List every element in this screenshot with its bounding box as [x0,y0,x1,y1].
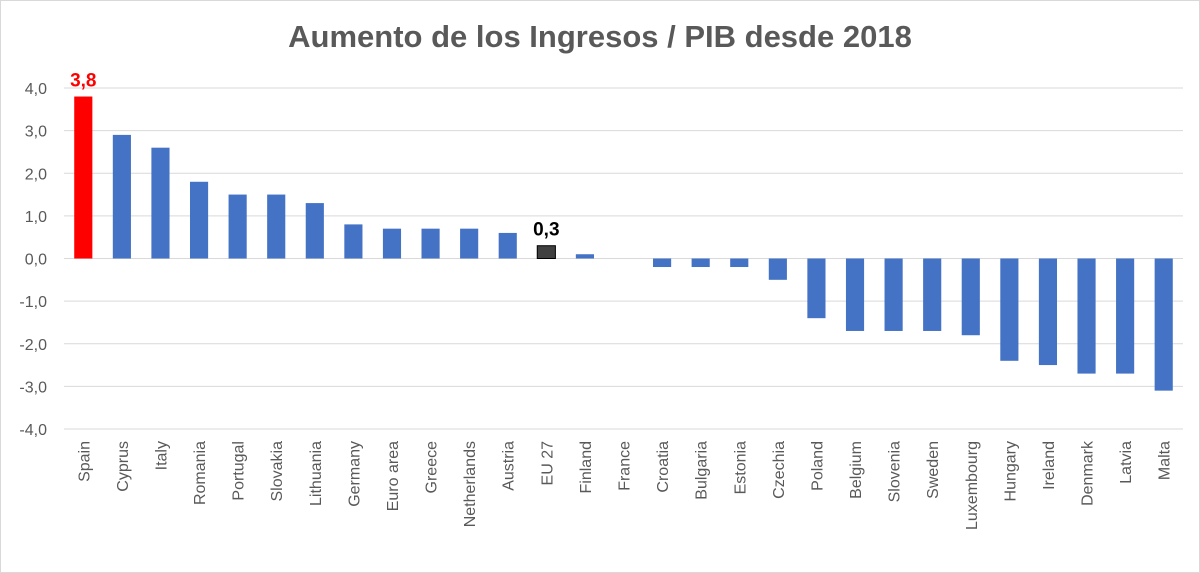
bar-ireland [1038,258,1058,366]
bar-latvia [1116,258,1135,374]
bar-netherlands [460,228,479,259]
bar-estonia [730,258,749,268]
x-category-label: Greece [424,441,441,494]
bar-austria [498,232,517,259]
chart-title: Aumento de los Ingresos / PIB desde 2018 [288,19,912,54]
y-tick-label: 2,0 [25,166,47,183]
bar-slovenia [884,258,903,331]
y-tick-label: -4,0 [19,422,47,439]
bar-cyprus [112,134,131,259]
bar-czechia [768,258,787,280]
bar-greece [421,228,440,259]
bar-germany [344,224,363,259]
x-category-label: Belgium [848,441,865,499]
x-category-label: Cyprus [115,441,132,492]
y-tick-label: 4,0 [25,81,47,98]
bar-malta [1154,258,1173,391]
x-category-label: Portugal [231,441,248,501]
bar-belgium [845,258,865,331]
bar-sweden [923,258,942,331]
y-tick-label: 3,0 [25,124,47,141]
x-category-label: Denmark [1080,440,1097,506]
x-category-label: Germany [346,441,363,507]
x-category-label: Ireland [1041,441,1058,490]
y-tick-label: -1,0 [19,294,47,311]
data-label: 0,3 [533,220,559,241]
x-category-label: Latvia [1118,441,1135,484]
x-category-label: Slovenia [887,441,904,502]
x-category-label: Estonia [732,441,749,494]
x-category-label: Malta [1157,441,1174,480]
x-category-label: Bulgaria [694,441,711,500]
x-category-label: Italy [153,441,170,470]
bar-euro-area [382,228,402,259]
y-axis-ticks: 4,0 3,0 2,0 1,0 0,0 -1,0 -2,0 -3,0 -4,0 [19,81,47,439]
bar-italy [151,147,170,259]
bar-spain [74,96,93,259]
x-category-label: Austria [501,441,518,491]
bar-bulgaria [691,258,710,268]
x-category-label: EU 27 [539,441,556,486]
bar-croatia [653,258,672,268]
x-category-label: Netherlands [462,441,479,527]
x-category-label: Croatia [655,441,672,493]
y-tick-label: 1,0 [25,209,47,226]
bar-romania [189,181,209,259]
x-category-label: Romania [192,441,209,505]
bar-poland [807,258,826,319]
x-axis-categories: Spain Cyprus Italy Romania Portugal Slovakia L… [76,440,1173,530]
bar-lithuania [305,203,324,259]
bar-hungary [1000,258,1019,361]
bars [74,96,1173,391]
x-category-label: Slovakia [269,441,286,502]
x-category-label: Euro area [385,441,402,511]
bar-slovakia [267,194,286,259]
x-category-label: Spain [76,441,93,482]
x-category-label: Luxembourg [964,441,981,530]
x-category-label: Poland [809,441,826,491]
x-category-label: France [617,441,634,491]
y-tick-label: -3,0 [19,379,47,396]
x-category-label: Czechia [771,441,788,499]
bar-denmark [1077,258,1096,374]
x-category-label: Lithuania [308,441,325,506]
x-category-label: Sweden [925,441,942,499]
bar-finland [575,254,594,259]
gridlines [64,87,1183,430]
data-label: 3,8 [70,71,96,92]
bar-luxembourg [961,258,980,336]
x-category-label: Finland [578,441,595,493]
data-labels: 3,8 0,3 [70,71,559,241]
y-tick-label: -2,0 [19,337,47,354]
bar-portugal [228,194,247,259]
bar-eu-27 [536,245,556,259]
y-tick-label: 0,0 [25,252,47,269]
x-category-label: Hungary [1002,441,1019,501]
